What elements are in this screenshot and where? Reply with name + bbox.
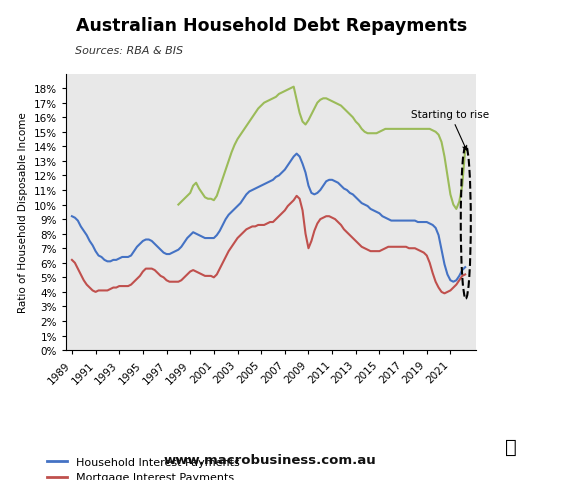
Text: www.macrobusiness.com.au: www.macrobusiness.com.au <box>164 453 376 466</box>
Legend: Household Interest Payments, Mortgage Interest Payments, Household Principal & I: Household Interest Payments, Mortgage In… <box>43 453 323 480</box>
Text: 🐺: 🐺 <box>505 437 517 456</box>
Text: Australian Household Debt Repayments: Australian Household Debt Repayments <box>76 17 467 35</box>
Text: Sources: RBA & BIS: Sources: RBA & BIS <box>75 46 183 56</box>
Text: Starting to rise: Starting to rise <box>412 110 490 151</box>
Text: MACRO: MACRO <box>496 22 559 37</box>
Text: BUSINESS: BUSINESS <box>485 45 570 60</box>
Y-axis label: Ratio of Household Disposable Income: Ratio of Household Disposable Income <box>18 112 28 312</box>
